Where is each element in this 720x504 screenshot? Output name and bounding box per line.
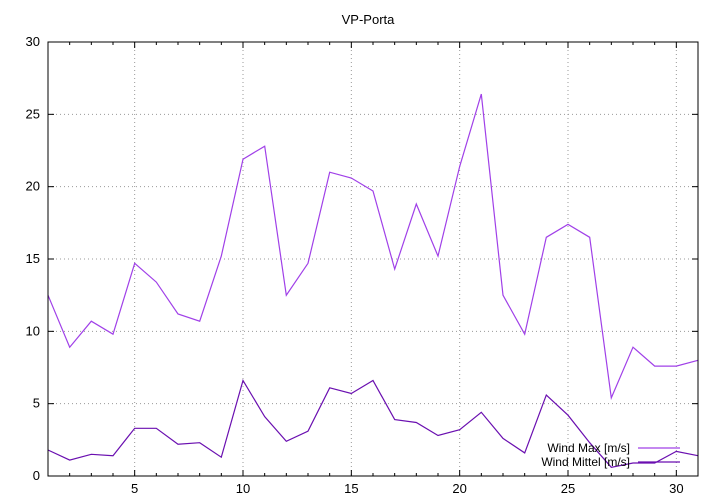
y-tick-label: 5 [33, 396, 40, 411]
series-lines [47, 93, 699, 468]
series-line-wind-mittel [47, 379, 699, 468]
axis-ticks: 0 5 10 15 20 25 30 5 10 15 20 25 30 [26, 34, 699, 496]
y-tick-label: 15 [26, 251, 40, 266]
x-tick-label: 30 [669, 481, 683, 496]
chart-title: VP-Porta [342, 12, 396, 27]
x-tick-label: 20 [452, 481, 466, 496]
plot-area-border [47, 41, 699, 477]
y-tick-label: 25 [26, 106, 40, 121]
series-line-wind-max [47, 93, 699, 401]
y-tick-label: 20 [26, 179, 40, 194]
grid-lines [48, 42, 698, 476]
x-tick-label: 15 [344, 481, 358, 496]
x-tick-label: 5 [131, 481, 138, 496]
legend-label: Wind Max [m/s] [547, 441, 630, 455]
legend-label: Wind Mittel [m/s] [541, 455, 630, 469]
x-tick-label: 10 [236, 481, 250, 496]
y-tick-label: 10 [26, 323, 40, 338]
legend: Wind Max [m/s]Wind Mittel [m/s] [541, 441, 680, 469]
y-tick-label: 0 [33, 468, 40, 483]
x-tick-label: 25 [561, 481, 575, 496]
y-tick-label: 30 [26, 34, 40, 49]
